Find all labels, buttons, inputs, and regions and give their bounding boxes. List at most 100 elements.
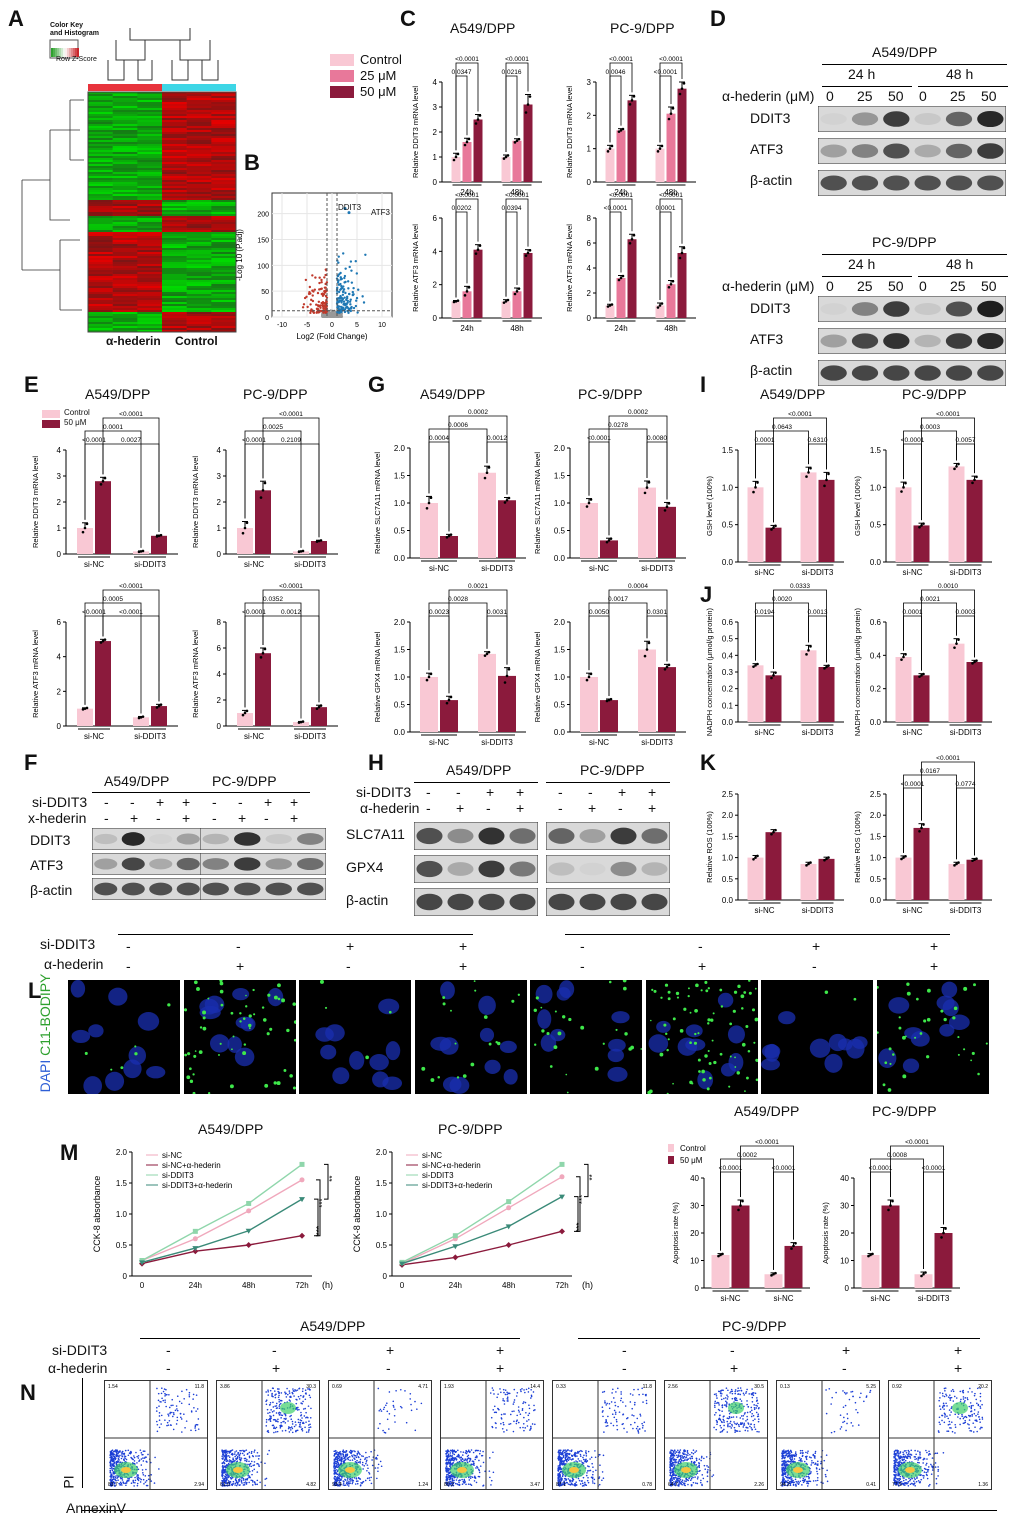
volcano-point-down: [319, 306, 322, 309]
flow-event: [294, 1389, 296, 1391]
p-value: 0.0002: [628, 409, 648, 416]
heatmap-cell: [211, 232, 237, 235]
data-point: [774, 671, 777, 674]
heatmap-cell: [112, 194, 138, 197]
p-value: 0.0027: [121, 437, 141, 444]
lipid-spot: [622, 980, 627, 983]
lipid-spot: [242, 1017, 245, 1020]
flow-event: [176, 1395, 179, 1398]
bar: [800, 650, 817, 722]
heatmap-cell: [211, 274, 237, 277]
heatmap-cell: [162, 164, 187, 167]
lipid-spot: [666, 1092, 669, 1094]
flow-event: [346, 1481, 348, 1483]
lipid-spot: [615, 1028, 618, 1031]
flow-event: [271, 1387, 274, 1389]
heatmap-cell: [162, 210, 187, 213]
flow-event: [362, 1468, 364, 1470]
heatmap-cell: [137, 142, 163, 145]
flow-event: [180, 1418, 183, 1420]
f-sign-hederin: -: [156, 810, 161, 826]
p-value: 0.0643: [772, 424, 792, 431]
heatmap-cell: [137, 170, 163, 173]
flow-event: [336, 1466, 339, 1469]
flow-event: [274, 1396, 277, 1399]
heatmap-cell: [186, 254, 212, 257]
heatmap-cell: [137, 288, 163, 291]
n-sign-si: -: [166, 1342, 171, 1358]
y-tick-label: 2: [217, 696, 222, 705]
lipid-spot: [707, 1049, 710, 1053]
quad-ur: 4.71: [418, 1384, 428, 1390]
flow-event: [279, 1402, 282, 1405]
flow-event: [366, 1469, 368, 1472]
heatmap-cell: [211, 282, 237, 285]
heatmap-cell: [137, 146, 163, 149]
sig-bracket: [755, 602, 809, 661]
flow-event: [298, 1408, 300, 1411]
heatmap-cell: [211, 108, 237, 111]
flow-event: [359, 1453, 361, 1456]
flow-event: [175, 1405, 178, 1407]
heatmap-cell: [162, 156, 187, 159]
f-sign-hederin: -: [264, 810, 269, 826]
x-tick-label: si-DDIT3: [802, 568, 834, 577]
series-point: [139, 1260, 145, 1266]
y-label: NADPH concentration (μmol/g protein): [853, 607, 862, 736]
flow-event: [156, 1387, 158, 1390]
flow-event: [109, 1463, 112, 1466]
lipid-spot: [985, 1042, 988, 1045]
heatmap-cell: [112, 162, 138, 165]
series-point: [452, 1233, 458, 1239]
data-point: [924, 1271, 927, 1274]
volcano-point-up: [339, 282, 342, 286]
flow-event: [232, 1458, 234, 1461]
p-value: 0.0005: [103, 596, 123, 603]
f-title-a549: A549/DPP: [104, 773, 170, 789]
heatmap-cell: [186, 120, 212, 123]
lipid-spot: [751, 1008, 755, 1012]
flow-event: [257, 1458, 260, 1460]
data-point: [445, 701, 449, 705]
heatmap-cell: [211, 202, 237, 205]
data-point: [315, 540, 319, 543]
flow-event: [357, 1456, 360, 1458]
flow-event: [277, 1390, 279, 1393]
heatmap-cell: [112, 190, 138, 193]
lipid-spot: [707, 987, 710, 990]
data-point: [585, 505, 589, 508]
flow-event: [233, 1453, 236, 1455]
flow-event: [301, 1390, 304, 1393]
flow-event: [196, 1408, 199, 1410]
volcano-point-up: [339, 294, 342, 298]
l-sign-hed: -: [126, 958, 131, 974]
heatmap-cell: [112, 288, 138, 291]
h-band-a549: [414, 822, 538, 850]
m-apop-title-pc9: PC-9/DPP: [872, 1103, 937, 1119]
flow-event: [128, 1452, 131, 1455]
heatmap-cell: [162, 296, 187, 299]
e-legend-control: Control: [64, 408, 90, 417]
flow-event: [255, 1455, 257, 1457]
lipid-spot: [488, 1042, 492, 1046]
volcano-point-up: [343, 310, 347, 314]
heatmap-cell: [211, 148, 237, 151]
row-z-label: Row Z-Score: [56, 56, 97, 63]
heatmap-cell: [88, 172, 113, 175]
flow-event: [160, 1392, 163, 1395]
flow-event: [277, 1418, 279, 1421]
data-point: [774, 1271, 777, 1275]
heatmap-cell: [162, 184, 187, 187]
heatmap-cell: [186, 92, 212, 95]
x-tick-label: 48h: [510, 188, 523, 197]
data-point: [823, 667, 826, 670]
flow-event: [357, 1476, 360, 1479]
flow-event: [243, 1484, 246, 1486]
y-tick-label: 2.5: [870, 790, 882, 799]
data-point: [809, 645, 812, 648]
flow-event: [124, 1449, 127, 1452]
heatmap-cell: [211, 212, 237, 215]
data-point: [904, 481, 907, 485]
data-point: [607, 698, 611, 702]
flow-event: [273, 1410, 275, 1412]
